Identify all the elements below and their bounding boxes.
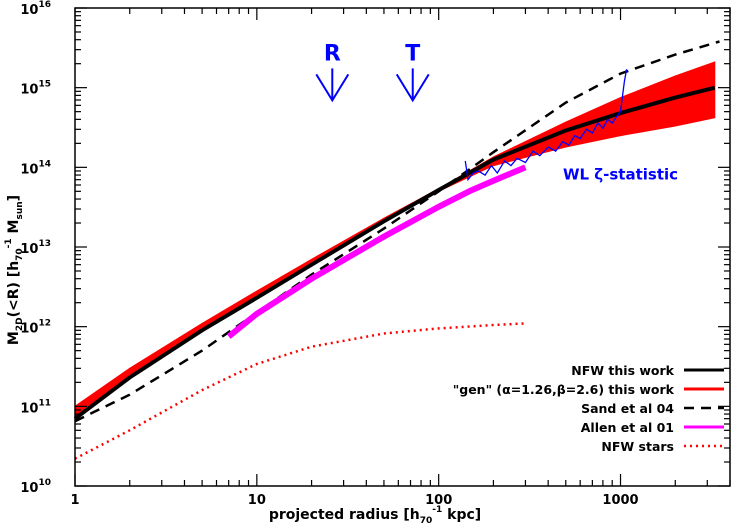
x-axis-label: projected radius [h70-1 kpc] (269, 505, 481, 526)
legend-label-4: NFW stars (601, 439, 674, 454)
x-tick-label: 1 (70, 493, 79, 508)
y-tick-label: 1013 (20, 239, 51, 257)
legend-label-0: NFW this work (571, 363, 674, 378)
series-line-2 (74, 40, 720, 423)
y-tick-exponent: 14 (38, 159, 51, 169)
arrow-head (315, 73, 350, 103)
wl-annotation: WL ζ-statistic (563, 166, 678, 184)
y-tick-label: 1011 (20, 398, 51, 416)
y-tick-label: 1012 (20, 319, 51, 337)
y-tick-exponent: 13 (38, 239, 51, 249)
y-tick-label: 1014 (20, 159, 51, 177)
series-line-5 (464, 69, 628, 182)
series-line-3 (73, 85, 716, 421)
y-axis-label: M2D(<R) [h70-1 Msun] (4, 195, 25, 345)
arrow-label-T: T (405, 41, 420, 66)
series-line-1 (74, 322, 526, 460)
series-layer (73, 40, 720, 460)
x-tick-label: 100 (425, 493, 452, 508)
legend-label-1: "gen" (α=1.26,β=2.6) this work (453, 382, 675, 397)
y-tick-exponent: 12 (38, 319, 51, 329)
y-tick-label: 1015 (20, 80, 51, 98)
x-tick-label: 10 (248, 493, 266, 508)
arrow-label-R: R (324, 41, 341, 66)
y-tick-label: 1016 (20, 0, 51, 18)
legend-label-3: Allen et al 01 (581, 420, 674, 435)
x-tick-label: 1000 (602, 493, 638, 508)
legend-label-2: Sand et al 04 (581, 401, 674, 416)
y-tick-exponent: 11 (38, 398, 51, 408)
arrow-head (395, 73, 430, 103)
axes-layer (74, 7, 731, 487)
y-tick-exponent: 10 (38, 478, 51, 488)
y-tick-label: 1010 (20, 478, 51, 496)
y-tick-exponent: 15 (38, 80, 51, 90)
series-line-4 (226, 164, 527, 339)
y-tick-exponent: 16 (38, 0, 51, 10)
legend: NFW this work "gen" (α=1.26,β=2.6) this w… (453, 363, 724, 454)
